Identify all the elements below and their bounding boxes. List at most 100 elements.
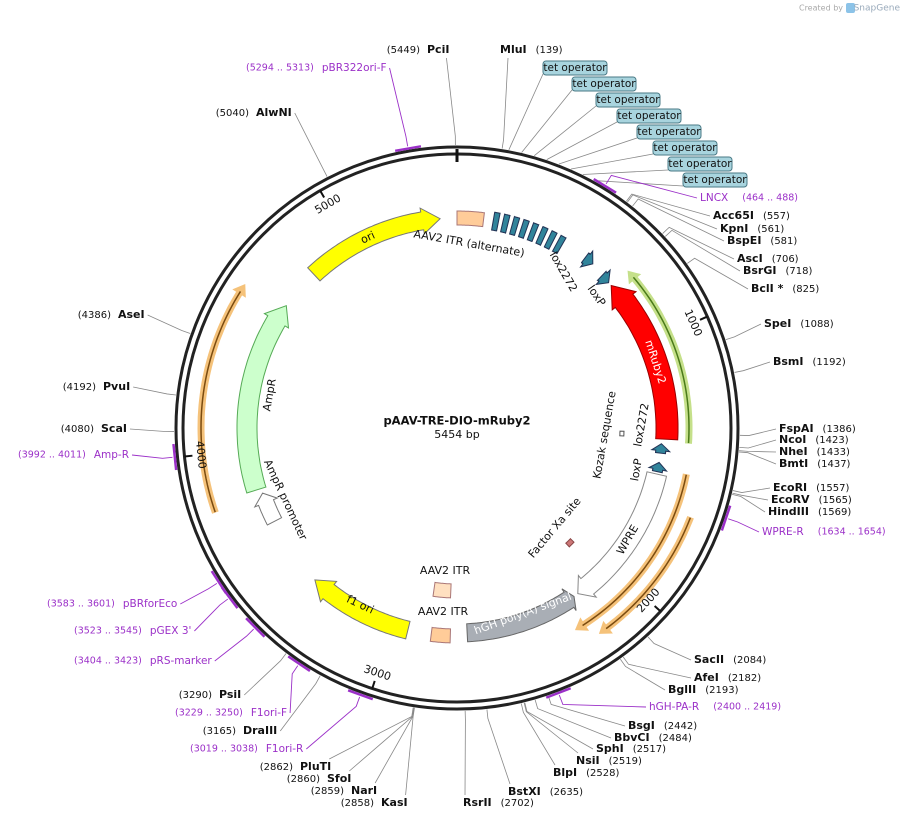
tet-operator-tag xyxy=(682,172,748,188)
tet-operator-box xyxy=(551,234,567,255)
primer-line xyxy=(289,665,299,714)
site-position: (1192) xyxy=(813,357,846,368)
site-position: (825) xyxy=(792,284,819,295)
tet-operator-box xyxy=(491,211,501,232)
site-name: BclI * xyxy=(751,282,784,295)
primer-name: pRS-marker xyxy=(150,655,213,667)
tet-operator-box xyxy=(526,221,540,242)
tet-operator-label: tet operator xyxy=(617,110,681,122)
site-position: (2182) xyxy=(728,673,761,684)
tet-operator-box xyxy=(535,226,549,247)
feature-label: AmpR xyxy=(260,377,279,412)
primer-line xyxy=(194,598,229,632)
leader-line xyxy=(627,194,718,230)
site-name: AfeI xyxy=(694,671,719,684)
tet-operator-tag xyxy=(652,140,718,156)
site-position: (2528) xyxy=(586,768,619,779)
leader-line xyxy=(725,323,762,341)
site-position: (2860) xyxy=(287,774,320,785)
site-position: (1423) xyxy=(815,435,848,446)
site-position: (2442) xyxy=(664,721,697,732)
tet-operator-tag xyxy=(616,108,682,124)
hgh-polya-box xyxy=(466,588,577,643)
orange-arrow xyxy=(197,283,246,514)
site-name: PsiI xyxy=(219,688,241,701)
site-position: (4192) xyxy=(63,382,96,393)
leader-line xyxy=(329,707,414,760)
orange-arrow-core xyxy=(582,474,688,627)
leader-line xyxy=(739,450,777,453)
ruler-label: 4000 xyxy=(193,440,209,469)
loxp-arrow xyxy=(647,461,668,474)
feature-label: Kozak sequence xyxy=(590,390,618,480)
itr-box xyxy=(429,626,452,644)
primer-name: Amp-R xyxy=(94,449,129,461)
site-position: (2859) xyxy=(311,786,344,797)
site-position: (1437) xyxy=(817,459,850,470)
ruler-label: 2000 xyxy=(634,586,662,616)
f1-ori-arrow xyxy=(314,579,411,640)
primer-line xyxy=(306,696,361,750)
primer-mark xyxy=(172,443,178,471)
ruler-label: 5000 xyxy=(313,191,344,216)
tet-operator-box xyxy=(517,218,530,240)
site-name: NheI xyxy=(779,445,808,458)
primer-name: pBR322ori-F xyxy=(322,62,387,74)
leader-line xyxy=(547,695,626,727)
tet-operator-box xyxy=(499,213,511,234)
site-position: (2635) xyxy=(550,787,583,798)
site-name: NsiI xyxy=(576,754,600,767)
tet-operator-box xyxy=(508,215,521,236)
ampr-promoter-arrow xyxy=(253,492,283,526)
credit: Created by xyxy=(799,4,843,13)
brand: SnapGene xyxy=(854,4,901,14)
site-name: SacII xyxy=(694,653,724,666)
site-position: (4080) xyxy=(61,424,94,435)
primer-name: WPRE-R xyxy=(762,526,804,538)
site-position: (3165) xyxy=(203,726,236,737)
site-name: BspEI xyxy=(727,234,761,247)
primer-mark xyxy=(545,687,572,699)
leader-line xyxy=(732,492,769,501)
site-name: EcoRI xyxy=(773,481,807,494)
leader-line xyxy=(374,707,415,784)
ampr-arrow xyxy=(236,305,290,494)
site-position: (1386) xyxy=(823,424,856,435)
site-name: DraIII xyxy=(243,724,277,737)
site-name: PluTI xyxy=(300,760,331,773)
tet-operator-label: tet operator xyxy=(596,94,660,106)
leader-line xyxy=(570,153,654,170)
primer-range: (3583 .. 3601) xyxy=(47,599,115,610)
leader-line xyxy=(244,653,287,696)
leader-line xyxy=(294,112,328,177)
lines-layer xyxy=(129,57,777,796)
feature-label: AAV2 ITR xyxy=(420,564,471,577)
primer-mark xyxy=(347,689,374,701)
lox2272-arrow xyxy=(650,443,672,455)
green-arrow-core xyxy=(632,276,690,444)
primer-range: (3019 .. 3038) xyxy=(190,744,258,755)
site-position: (561) xyxy=(757,224,784,235)
site-position: (4386) xyxy=(78,310,111,321)
site-name: SphI xyxy=(596,742,624,755)
site-name: Acc65I xyxy=(713,209,754,222)
leader-line xyxy=(626,193,711,217)
site-name: NcoI xyxy=(779,433,806,446)
site-position: (1565) xyxy=(819,495,852,506)
site-name: BsrGI xyxy=(743,264,776,277)
site-position: (3290) xyxy=(179,690,212,701)
feature-label: Factor Xa site xyxy=(526,495,584,561)
leader-line xyxy=(594,180,684,187)
leader-line xyxy=(129,428,175,432)
feature-label: loxP xyxy=(585,283,609,309)
tet-operator-label: tet operator xyxy=(543,62,607,74)
leader-line xyxy=(520,703,556,766)
primer-name: F1ori-F xyxy=(251,707,287,719)
primer-mark xyxy=(210,570,227,594)
primer-name: pGEX 3' xyxy=(150,625,192,637)
lox2272-arrow xyxy=(579,249,594,268)
primer-line xyxy=(131,454,173,459)
ruler-tick xyxy=(184,454,193,458)
site-position: (2193) xyxy=(705,685,738,696)
ori-arrow xyxy=(306,207,441,282)
